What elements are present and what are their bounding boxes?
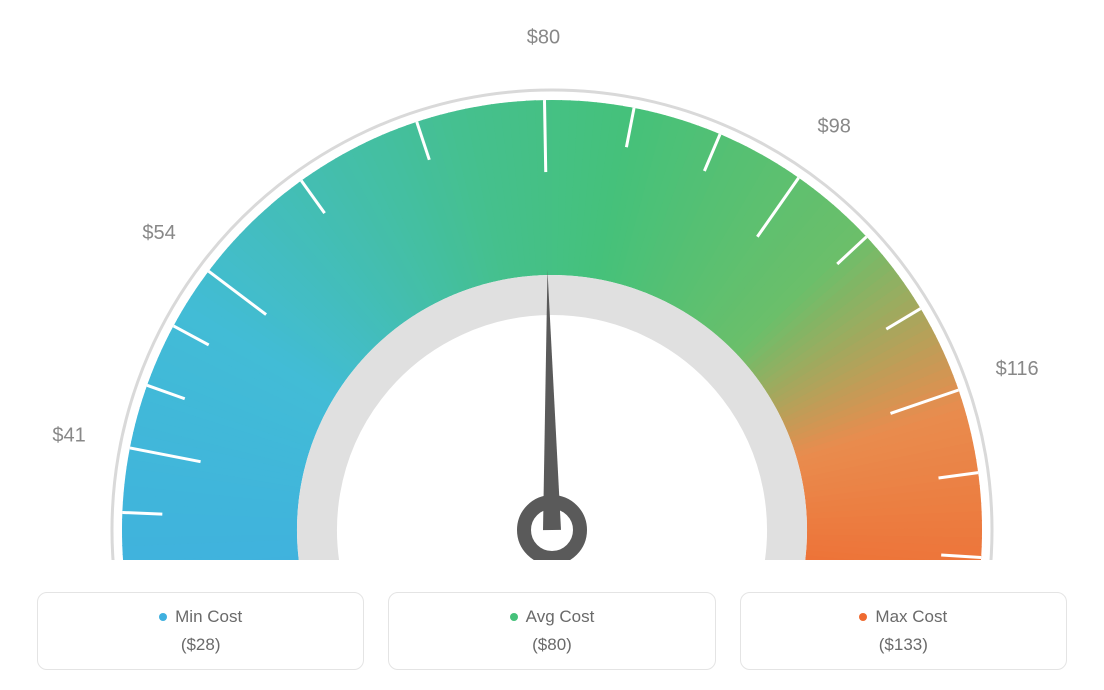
legend-title-avg: Avg Cost — [510, 607, 595, 627]
svg-text:$41: $41 — [52, 424, 85, 446]
svg-text:$116: $116 — [996, 358, 1039, 380]
legend-row: Min Cost ($28) Avg Cost ($80) Max Cost (… — [37, 592, 1067, 670]
legend-title-max: Max Cost — [859, 607, 947, 627]
legend-value-max: ($133) — [751, 635, 1056, 655]
gauge-svg: $28$41$54$80$98$116$133 — [0, 0, 1104, 560]
svg-text:$54: $54 — [142, 222, 175, 244]
legend-card-avg: Avg Cost ($80) — [388, 592, 715, 670]
dot-icon — [159, 613, 167, 621]
svg-text:$80: $80 — [527, 26, 560, 48]
legend-title-text: Max Cost — [875, 607, 947, 627]
dot-icon — [859, 613, 867, 621]
svg-text:$98: $98 — [818, 115, 851, 137]
legend-value-min: ($28) — [48, 635, 353, 655]
legend-value-avg: ($80) — [399, 635, 704, 655]
dot-icon — [510, 613, 518, 621]
legend-title-text: Avg Cost — [526, 607, 595, 627]
legend-title-min: Min Cost — [159, 607, 242, 627]
legend-title-text: Min Cost — [175, 607, 242, 627]
gauge-chart: $28$41$54$80$98$116$133 — [0, 0, 1104, 560]
legend-card-max: Max Cost ($133) — [740, 592, 1067, 670]
legend-card-min: Min Cost ($28) — [37, 592, 364, 670]
